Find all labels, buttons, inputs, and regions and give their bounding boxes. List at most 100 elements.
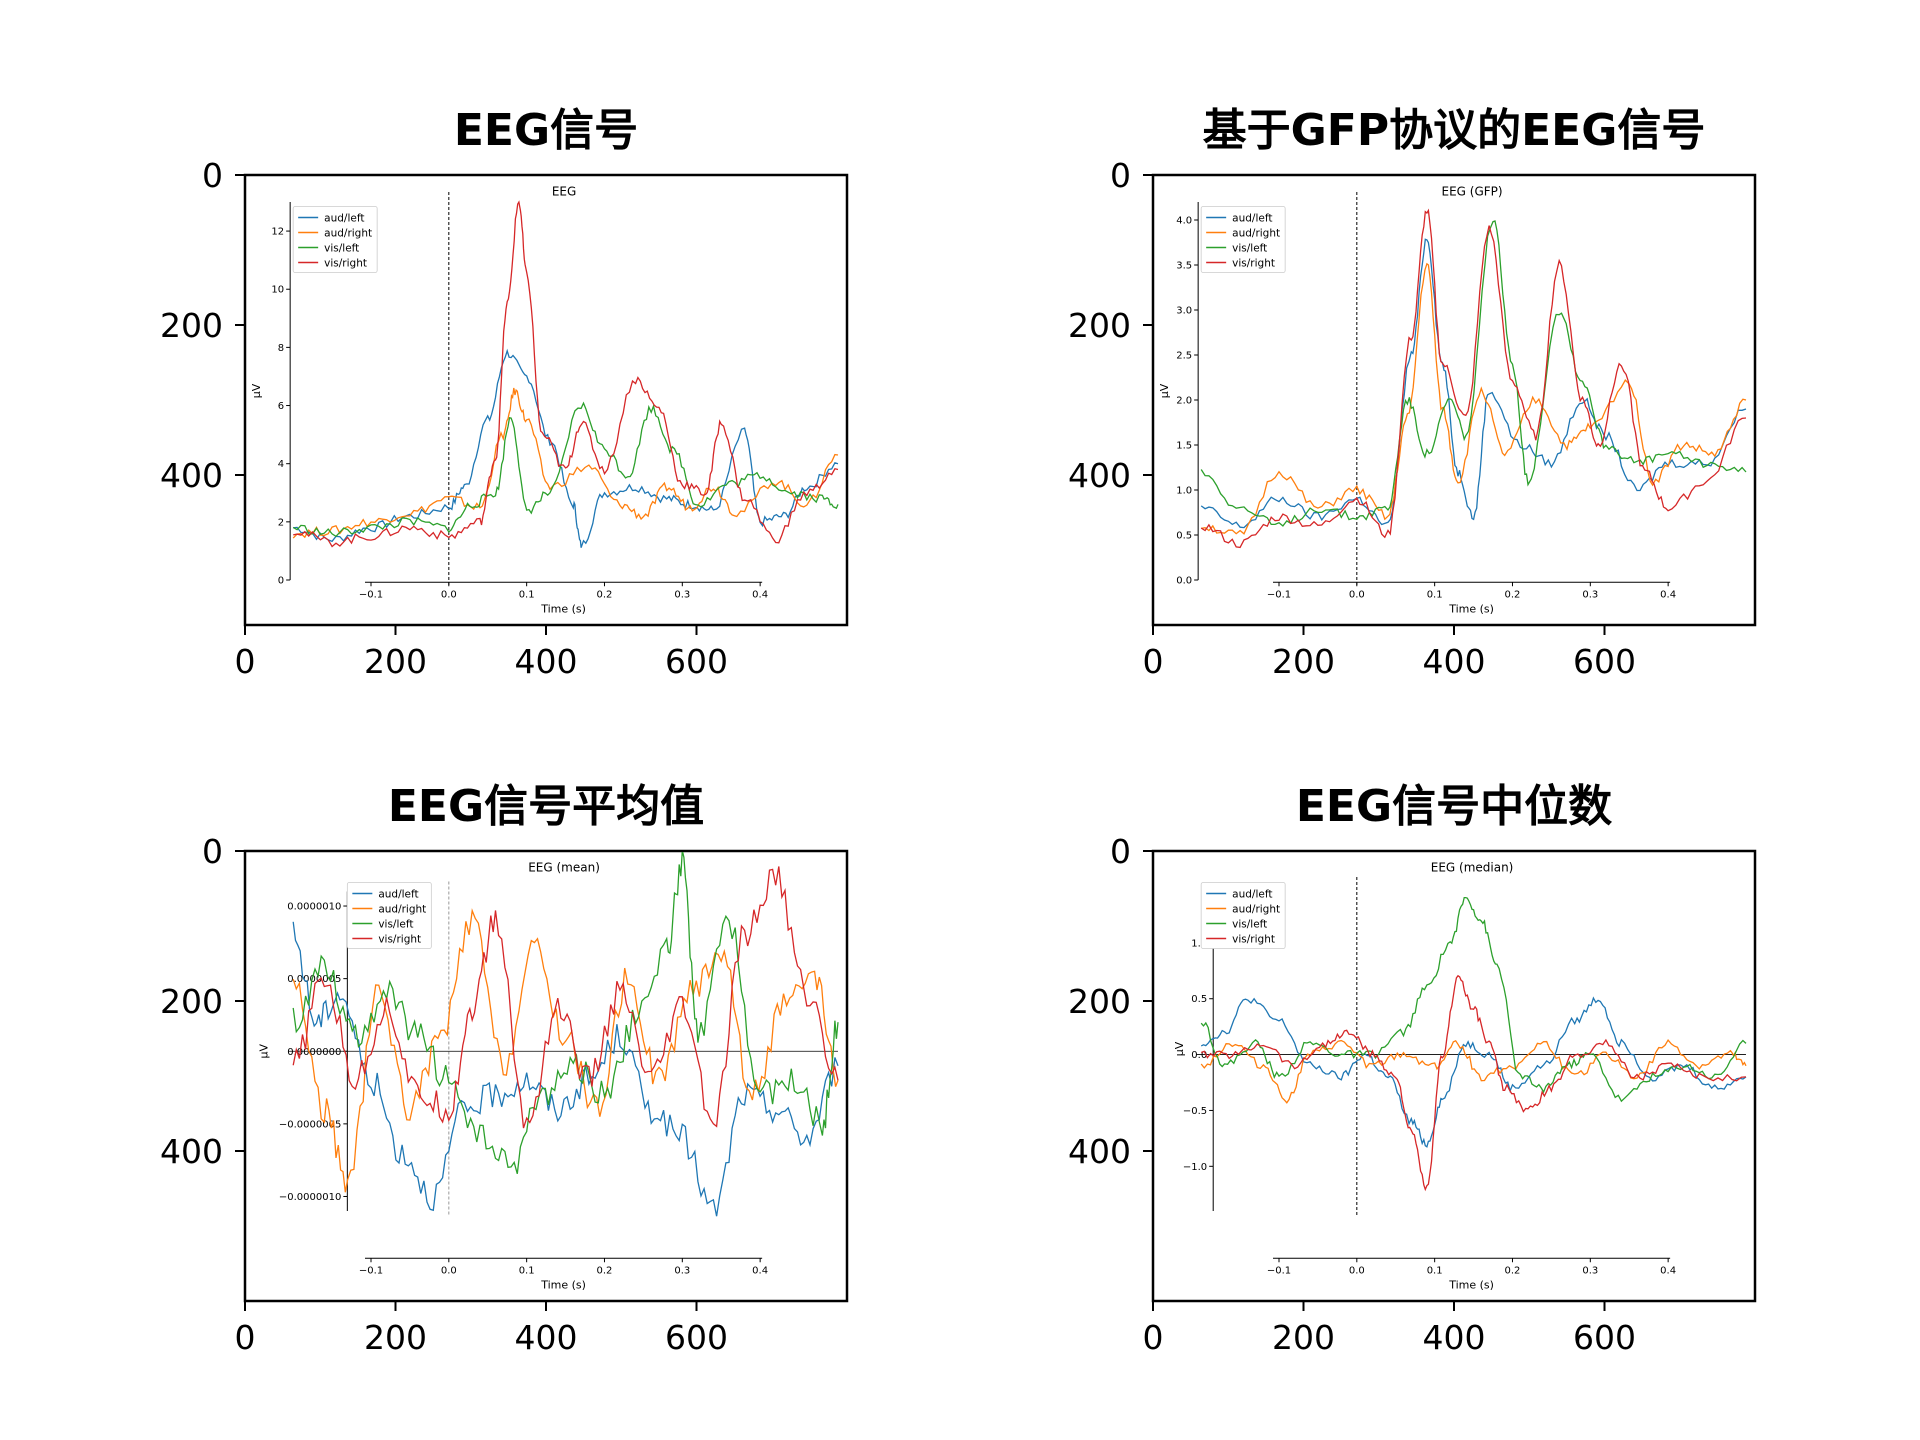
inner-title: EEG (mean) xyxy=(528,860,600,874)
inner-x-tick-label: 0.4 xyxy=(1660,1265,1676,1276)
subplot-title: EEG信号平均值 xyxy=(388,781,704,832)
inner-y-tick-label: −1.0 xyxy=(1183,1162,1207,1173)
legend-label: vis/right xyxy=(1232,258,1275,270)
inner-y-tick-label: 0.0000010 xyxy=(287,902,341,913)
inner-x-tick-label: 0.1 xyxy=(519,1265,535,1276)
inner-x-tick-label: 0.3 xyxy=(674,589,690,600)
series-line-vis-left xyxy=(1200,220,1747,527)
legend-label: aud/right xyxy=(324,228,372,240)
subplot-2: 基于GFP协议的EEG信号 0 200 400 600 0 200 400 EEG (GFP) 0… xyxy=(1068,105,1757,681)
legend-label: vis/right xyxy=(378,934,421,946)
inner-x-tick-label: −0.1 xyxy=(359,589,383,600)
inner-y-tick-label: 0 xyxy=(278,576,284,587)
subplot-3: EEG信号平均值 0 200 400 600 0 200 400 EEG (mean) −0.00… xyxy=(160,781,849,1357)
subplot-title: EEG信号中位数 xyxy=(1296,781,1612,832)
series-line-aud-right xyxy=(1201,262,1747,535)
inner-x-tick-label: 0.4 xyxy=(752,1265,768,1276)
series-line-vis-left xyxy=(1200,896,1747,1103)
subplot-title: 基于GFP协议的EEG信号 xyxy=(1203,105,1706,156)
inner-y-tick-label: 0.5 xyxy=(1191,994,1207,1005)
outer-y-tick-label: 200 xyxy=(160,306,223,345)
outer-y-tick-label: 200 xyxy=(1068,982,1131,1021)
inner-x-tick-label: 0.0 xyxy=(441,1265,457,1276)
inner-title: EEG (GFP) xyxy=(1442,184,1503,198)
inner-x-tick-label: 0.0 xyxy=(1349,589,1365,600)
inner-y-tick-label: 12 xyxy=(271,227,284,238)
legend-label: vis/left xyxy=(1232,919,1267,931)
legend-label: vis/right xyxy=(1232,934,1275,946)
legend-label: aud/right xyxy=(1232,228,1280,240)
inner-y-tick-label: 0.0 xyxy=(1191,1050,1207,1061)
inner-title: EEG (median) xyxy=(1431,860,1514,874)
inner-y-label: µV xyxy=(250,383,263,398)
inner-x-tick-label: 0.2 xyxy=(597,1265,613,1276)
outer-frame xyxy=(243,849,849,1303)
inner-y-tick-label: −0.5 xyxy=(1183,1106,1207,1117)
outer-y-tick-label: 400 xyxy=(1068,456,1131,495)
legend-box xyxy=(292,206,378,273)
inner-x-tick-label: −0.1 xyxy=(1267,589,1291,600)
legend-label: aud/left xyxy=(378,889,418,901)
outer-y-tick-label: 0 xyxy=(202,156,223,195)
inner-y-tick-label: 0.5 xyxy=(1176,531,1192,542)
outer-x-tick-label: 600 xyxy=(665,1318,728,1357)
outer-x-tick-label: 400 xyxy=(515,642,578,681)
outer-x-tick-label: 0 xyxy=(235,642,256,681)
series-line-vis-right xyxy=(1200,208,1747,549)
inner-title: EEG xyxy=(552,184,576,198)
inner-y-tick-label: 4 xyxy=(278,459,284,470)
series-line-aud-left xyxy=(293,348,839,548)
outer-x-tick-label: 200 xyxy=(1272,642,1335,681)
legend-label: vis/left xyxy=(1232,243,1267,255)
inner-x-tick-label: −0.1 xyxy=(359,1265,383,1276)
series-line-aud-left xyxy=(1200,996,1747,1148)
inner-y-label: µV xyxy=(1173,1041,1186,1056)
legend-label: aud/left xyxy=(1232,889,1272,901)
outer-x-tick-label: 0 xyxy=(1143,642,1164,681)
inner-x-tick-label: 0.4 xyxy=(752,589,768,600)
inner-y-tick-label: 2.0 xyxy=(1176,396,1192,407)
inner-y-tick-label: 3.5 xyxy=(1176,261,1192,272)
legend-box xyxy=(346,882,432,949)
inner-x-tick-label: 0.1 xyxy=(1427,589,1443,600)
series-line-aud-right xyxy=(1200,1038,1747,1104)
inner-x-tick-label: 0.2 xyxy=(597,589,613,600)
outer-x-tick-label: 200 xyxy=(364,642,427,681)
series-line-aud-right xyxy=(292,908,839,1193)
outer-y-tick-label: 400 xyxy=(1068,1132,1131,1171)
inner-y-tick-label: −0.0000010 xyxy=(279,1192,341,1203)
legend-label: aud/right xyxy=(1232,904,1280,916)
series-line-aud-left xyxy=(1200,238,1747,529)
series-line-vis-left xyxy=(292,401,839,538)
inner-y-tick-label: 0.0 xyxy=(1176,576,1192,587)
legend-label: vis/left xyxy=(324,243,359,255)
inner-y-tick-label: 10 xyxy=(271,285,284,296)
outer-x-tick-label: 600 xyxy=(1573,642,1636,681)
inner-x-tick-label: 0.2 xyxy=(1505,1265,1521,1276)
inner-y-tick-label: 1.0 xyxy=(1191,938,1207,949)
outer-x-tick-label: 400 xyxy=(515,1318,578,1357)
series-line-vis-right xyxy=(292,866,839,1129)
series-line-aud-left xyxy=(292,921,839,1217)
inner-x-label: Time (s) xyxy=(540,1278,586,1291)
series-line-vis-right xyxy=(293,200,839,548)
inner-x-tick-label: 0.4 xyxy=(1660,589,1676,600)
series-line-aud-right xyxy=(292,387,839,539)
outer-y-tick-label: 0 xyxy=(202,832,223,871)
inner-y-tick-label: 4.0 xyxy=(1176,216,1192,227)
inner-x-tick-label: 0.0 xyxy=(1349,1265,1365,1276)
outer-x-tick-label: 0 xyxy=(235,1318,256,1357)
legend-label: vis/right xyxy=(324,258,367,270)
inner-x-label: Time (s) xyxy=(1448,1278,1494,1291)
outer-x-tick-label: 200 xyxy=(1272,1318,1335,1357)
outer-y-tick-label: 200 xyxy=(1068,306,1131,345)
outer-y-tick-label: 0 xyxy=(1110,156,1131,195)
inner-x-tick-label: 0.3 xyxy=(1582,1265,1598,1276)
outer-x-tick-label: 0 xyxy=(1143,1318,1164,1357)
inner-x-tick-label: 0.2 xyxy=(1505,589,1521,600)
legend-label: aud/left xyxy=(1232,213,1272,225)
inner-y-tick-label: 1.5 xyxy=(1176,441,1192,452)
legend-label: vis/left xyxy=(378,919,413,931)
series-line-vis-right xyxy=(1200,974,1747,1192)
